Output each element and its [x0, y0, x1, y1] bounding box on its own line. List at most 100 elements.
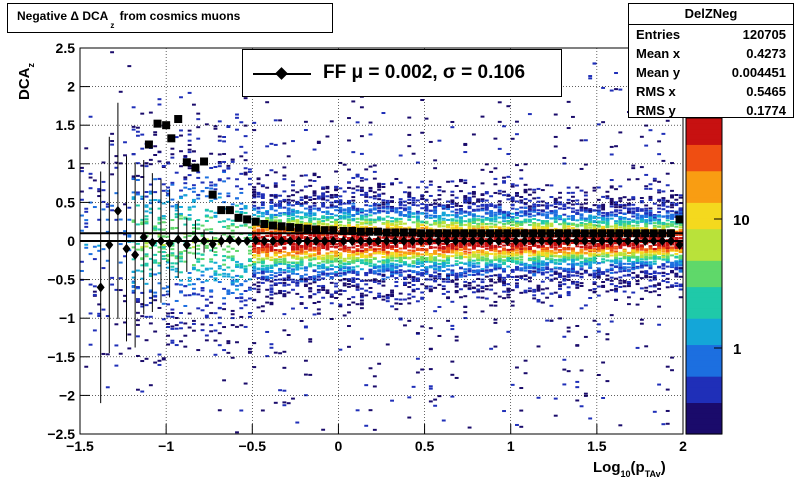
heatmap-cell — [493, 223, 498, 226]
heatmap-cell — [527, 271, 532, 274]
heatmap-cell — [428, 217, 433, 220]
heatmap-cell — [157, 103, 162, 106]
heatmap-cell — [489, 274, 494, 277]
heatmap-cell — [493, 253, 498, 256]
heatmap-cell — [334, 209, 338, 212]
heatmap-cell — [484, 259, 489, 262]
heatmap-cell — [510, 243, 515, 246]
heatmap-cell — [135, 248, 140, 251]
heatmap-cell — [420, 131, 425, 134]
heatmap-cell — [286, 276, 291, 279]
heatmap-cell — [213, 261, 218, 264]
heatmap-cell — [493, 263, 498, 266]
heatmap-cell — [127, 65, 132, 68]
heatmap-cell — [226, 255, 231, 258]
heatmap-cell — [200, 294, 205, 297]
heatmap-cell — [252, 195, 257, 198]
heatmap-cell — [450, 194, 455, 197]
heatmap-cell — [394, 249, 399, 252]
heatmap-cell — [252, 254, 257, 257]
heatmap-cell — [381, 295, 386, 298]
heatmap-cell — [321, 193, 326, 196]
heatmap-cell — [519, 263, 524, 266]
heatmap-cell — [174, 226, 179, 229]
heatmap-cell — [342, 267, 347, 270]
heatmap-cell — [157, 207, 162, 210]
heatmap-cell — [428, 203, 433, 206]
heatmap-cell — [454, 211, 459, 214]
heatmap-cell — [467, 258, 472, 261]
heatmap-cell — [196, 126, 201, 129]
heatmap-cell — [377, 296, 382, 299]
heatmap-cell — [540, 209, 545, 212]
heatmap-cell — [459, 244, 463, 247]
heatmap-cell — [303, 373, 308, 376]
heatmap-cell — [372, 248, 377, 251]
heatmap-cell — [97, 190, 102, 193]
heatmap-cell — [390, 295, 394, 298]
heatmap-cell — [510, 248, 515, 251]
heatmap-cell — [424, 207, 429, 210]
heatmap-cell — [230, 281, 235, 284]
heatmap-cell — [454, 208, 459, 211]
heatmap-cell — [398, 302, 403, 305]
heatmap-cell — [502, 222, 506, 225]
heatmap-cell — [312, 302, 317, 305]
heatmap-cell — [239, 202, 244, 205]
heatmap-cell — [338, 247, 343, 250]
heatmap-cell — [497, 206, 502, 209]
heatmap-cell — [428, 385, 433, 388]
heatmap-cell — [316, 312, 321, 315]
heatmap-cell — [347, 207, 351, 210]
heatmap-cell — [441, 204, 446, 207]
heatmap-cell — [398, 210, 403, 213]
heatmap-cell — [372, 278, 377, 281]
heatmap-cell — [316, 271, 321, 274]
heatmap-cell — [515, 200, 519, 203]
heatmap-cell — [381, 218, 386, 221]
heatmap-cell — [291, 249, 295, 252]
heatmap-cell — [273, 213, 278, 216]
heatmap-cell — [135, 269, 140, 272]
heatmap-cell — [118, 261, 123, 264]
heatmap-cell — [157, 150, 162, 153]
heatmap-cell — [334, 237, 338, 240]
heatmap-cell — [411, 253, 416, 256]
heatmap-cell — [222, 225, 227, 228]
heatmap-cell — [545, 257, 550, 260]
heatmap-cell — [347, 262, 351, 265]
heatmap-cell — [403, 252, 407, 255]
heatmap-cell — [515, 247, 519, 250]
heatmap-cell — [179, 291, 183, 294]
heatmap-cell — [342, 289, 347, 292]
heatmap-cell — [489, 222, 494, 225]
heatmap-cell — [170, 252, 175, 255]
heatmap-cell — [291, 180, 295, 183]
heatmap-cell — [484, 163, 489, 166]
heatmap-cell — [484, 192, 489, 195]
heatmap-cell — [437, 254, 442, 257]
heatmap-cell — [364, 225, 369, 228]
heatmap-cell — [269, 276, 274, 279]
heatmap-cell — [407, 251, 412, 254]
heatmap-cell — [303, 280, 308, 283]
heatmap-cell — [92, 290, 97, 293]
heatmap-cell — [338, 217, 343, 220]
heatmap-cell — [545, 222, 550, 225]
heatmap-cell — [437, 194, 442, 197]
heatmap-cell — [273, 272, 278, 275]
heatmap-cell — [334, 252, 338, 255]
heatmap-cell — [325, 291, 330, 294]
heatmap-cell — [390, 305, 394, 308]
heatmap-cell — [493, 211, 498, 214]
heatmap-cell — [540, 264, 545, 267]
heatmap-cell — [493, 204, 498, 207]
heatmap-cell — [84, 207, 89, 210]
heatmap-cell — [213, 353, 218, 356]
heatmap-cell — [437, 198, 442, 201]
heatmap-cell — [252, 366, 257, 369]
heatmap-cell — [148, 296, 153, 299]
heatmap-cell — [390, 242, 394, 245]
heatmap-cell — [394, 221, 399, 224]
heatmap-cell — [161, 247, 166, 250]
